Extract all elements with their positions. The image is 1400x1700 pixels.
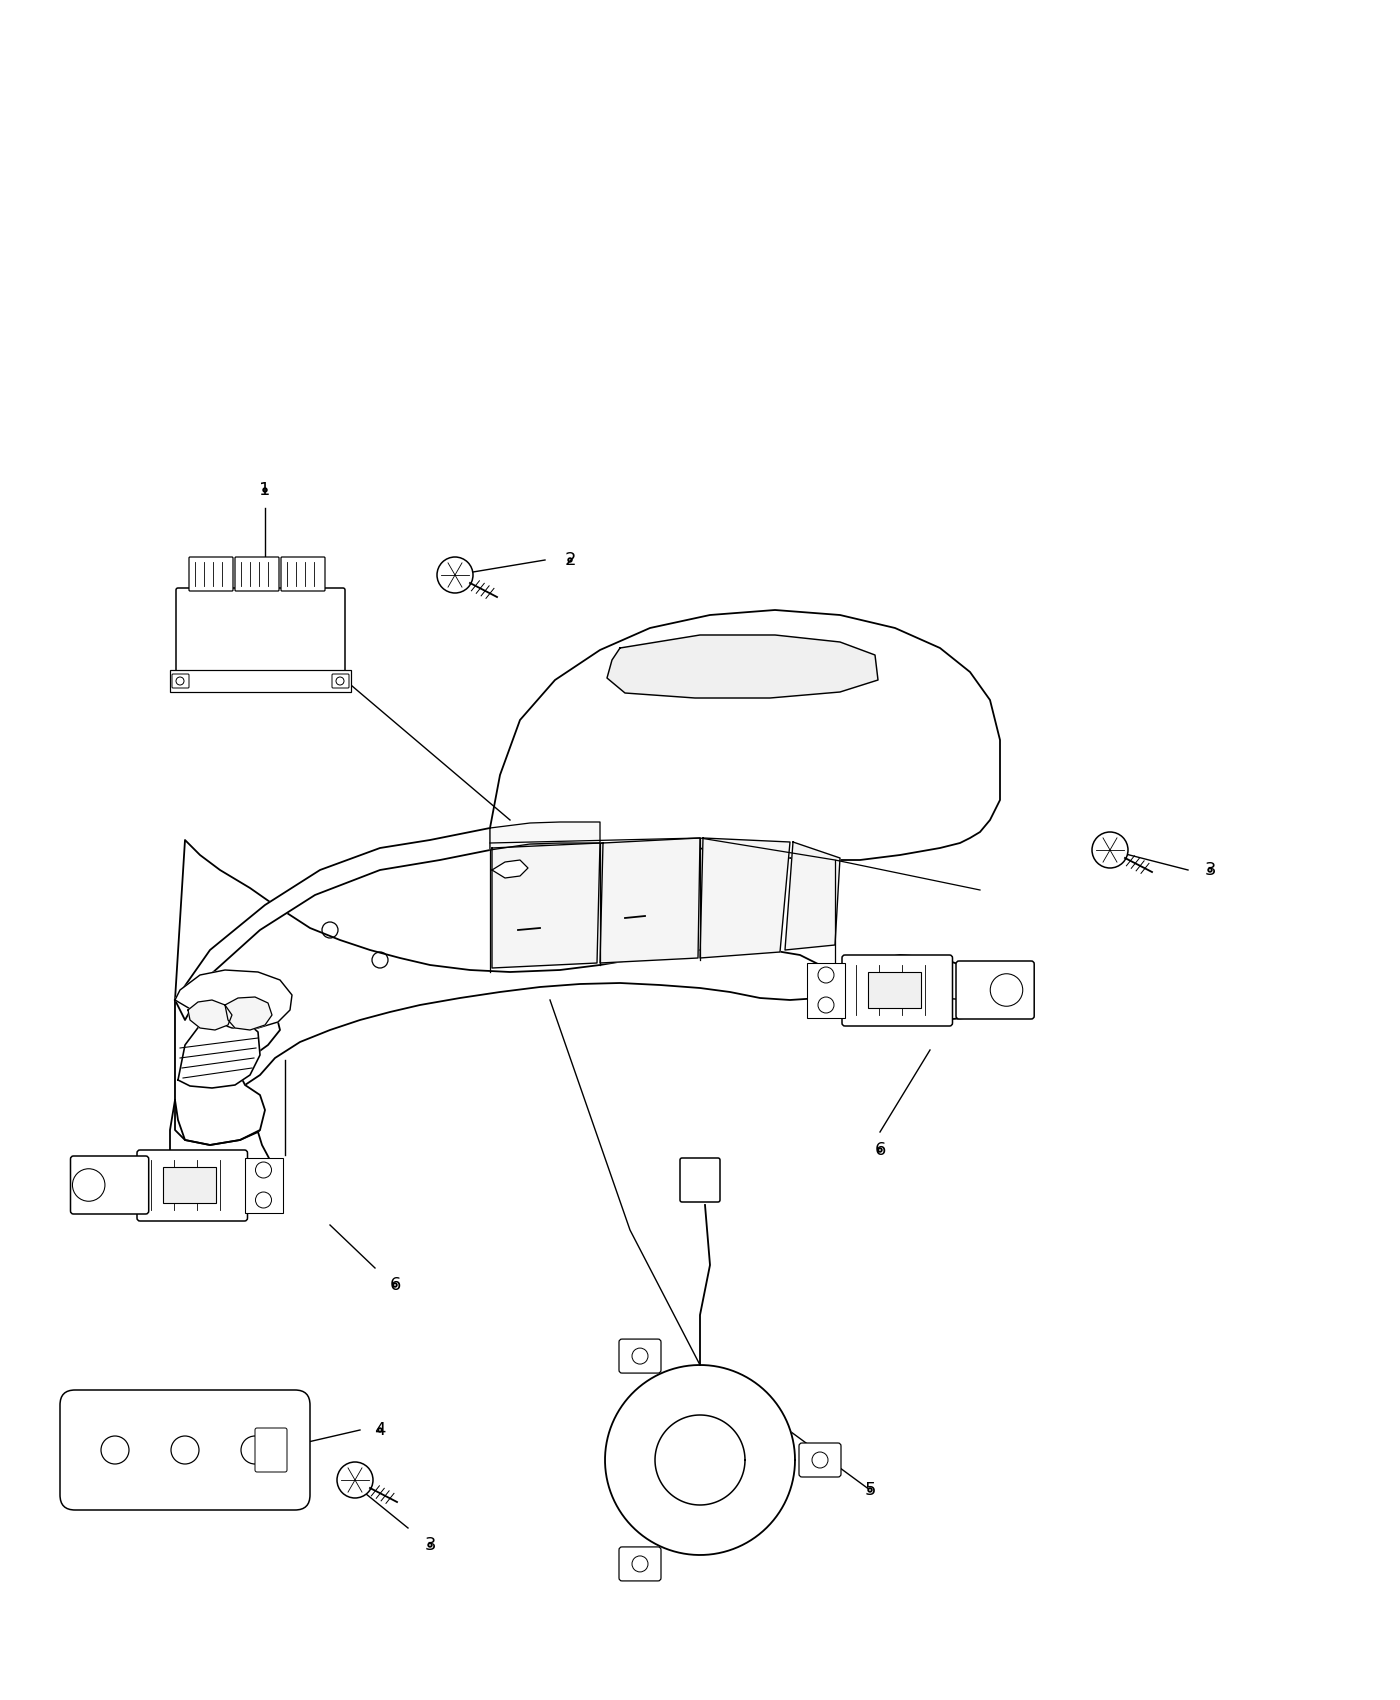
Text: 1: 1 — [259, 481, 270, 500]
Polygon shape — [490, 610, 1000, 860]
Polygon shape — [601, 838, 700, 962]
Polygon shape — [175, 840, 834, 1148]
FancyBboxPatch shape — [956, 960, 1035, 1018]
FancyBboxPatch shape — [680, 1158, 720, 1202]
FancyBboxPatch shape — [137, 1149, 248, 1221]
FancyBboxPatch shape — [235, 558, 279, 592]
Text: 6: 6 — [389, 1277, 400, 1294]
Bar — [169, 670, 351, 692]
Circle shape — [1208, 869, 1212, 872]
Polygon shape — [608, 636, 878, 699]
Circle shape — [568, 558, 571, 561]
Polygon shape — [605, 1365, 795, 1556]
Polygon shape — [178, 1015, 260, 1088]
Polygon shape — [491, 860, 528, 877]
Polygon shape — [165, 819, 1000, 1130]
FancyBboxPatch shape — [255, 1428, 287, 1472]
Text: 4: 4 — [374, 1421, 386, 1438]
FancyBboxPatch shape — [176, 588, 344, 672]
Text: 3: 3 — [424, 1537, 435, 1554]
Text: 2: 2 — [564, 551, 575, 570]
Circle shape — [1092, 831, 1128, 869]
Circle shape — [337, 1462, 372, 1498]
FancyBboxPatch shape — [799, 1443, 841, 1477]
Polygon shape — [225, 996, 272, 1030]
Circle shape — [378, 1428, 382, 1431]
Polygon shape — [175, 971, 293, 1028]
Polygon shape — [785, 842, 840, 950]
Polygon shape — [655, 1414, 745, 1504]
Polygon shape — [834, 955, 990, 1020]
FancyBboxPatch shape — [619, 1340, 661, 1374]
Polygon shape — [188, 1000, 232, 1030]
Circle shape — [437, 558, 473, 593]
Bar — [868, 972, 921, 1008]
Circle shape — [868, 1488, 872, 1493]
FancyBboxPatch shape — [189, 558, 232, 592]
FancyBboxPatch shape — [60, 1391, 309, 1510]
Polygon shape — [175, 828, 490, 1020]
FancyBboxPatch shape — [281, 558, 325, 592]
Polygon shape — [700, 838, 790, 959]
Polygon shape — [490, 823, 601, 850]
Bar — [162, 1166, 216, 1204]
Circle shape — [393, 1284, 396, 1287]
Text: 6: 6 — [875, 1141, 886, 1159]
Circle shape — [428, 1544, 431, 1547]
Text: 3: 3 — [1204, 860, 1215, 879]
Circle shape — [263, 488, 267, 491]
FancyBboxPatch shape — [841, 955, 952, 1027]
Text: 5: 5 — [864, 1481, 876, 1499]
FancyBboxPatch shape — [619, 1547, 661, 1581]
Circle shape — [878, 1148, 882, 1153]
Polygon shape — [491, 843, 601, 967]
Bar — [245, 1158, 283, 1214]
Polygon shape — [175, 993, 280, 1146]
FancyBboxPatch shape — [172, 673, 189, 689]
Polygon shape — [169, 1100, 270, 1180]
FancyBboxPatch shape — [70, 1156, 148, 1214]
Bar — [806, 962, 846, 1018]
FancyBboxPatch shape — [332, 673, 349, 689]
